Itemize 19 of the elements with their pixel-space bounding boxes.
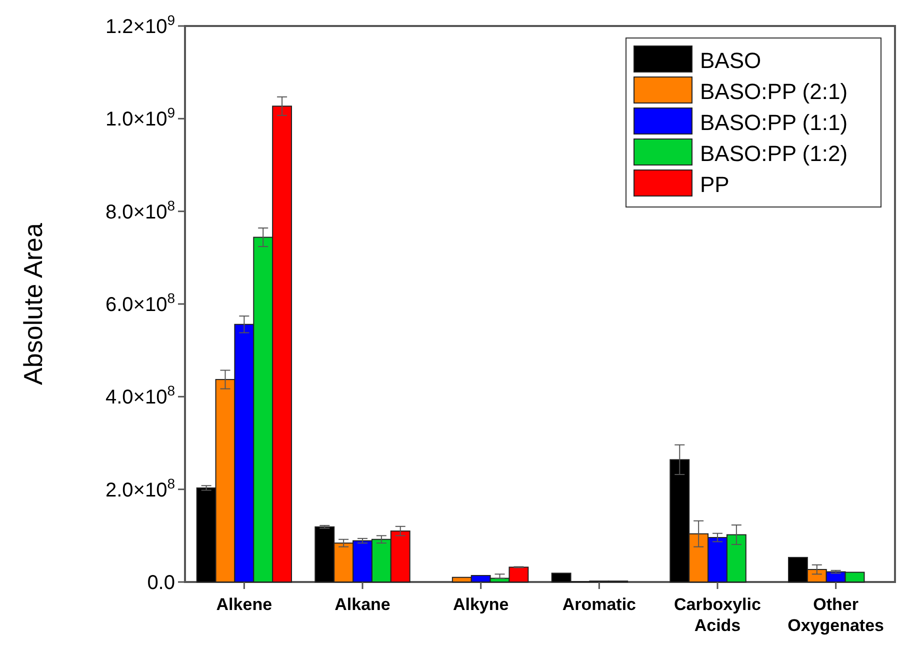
y-tick-label: 8.0×10$^{8}$ xyxy=(105,197,176,224)
legend-label: PP xyxy=(700,172,730,197)
y-tick-label: 6.0×10$^{8}$ xyxy=(105,290,176,316)
x-tick-label: Alkene xyxy=(216,595,272,614)
y-tick-label: 4.0×10$^{8}$ xyxy=(105,382,176,409)
legend-label: BASO:PP (1:1) xyxy=(700,110,848,135)
x-tick-label: Carboxylic Acids xyxy=(674,595,761,635)
y-tick-label: 0.0 xyxy=(147,572,175,594)
y-tick-label: 2.0×10$^{8}$ xyxy=(105,475,176,502)
x-tick-label: Alkyne xyxy=(452,595,509,614)
y-axis-title: Absolute Area xyxy=(18,222,48,385)
y-tick-label: 1.0×10$^{9}$ xyxy=(105,104,176,131)
y-tick-label: 1.2×10$^{9}$ xyxy=(105,12,176,38)
legend-label: BASO xyxy=(700,48,762,73)
x-tick-label: Aromatic xyxy=(562,595,636,614)
x-tick-label: Other Oxygenates xyxy=(788,595,884,635)
legend-label: BASO:PP (2:1) xyxy=(700,79,848,104)
x-tick-label: Alkane xyxy=(334,595,390,614)
legend-label: BASO:PP (1:2) xyxy=(700,141,848,166)
